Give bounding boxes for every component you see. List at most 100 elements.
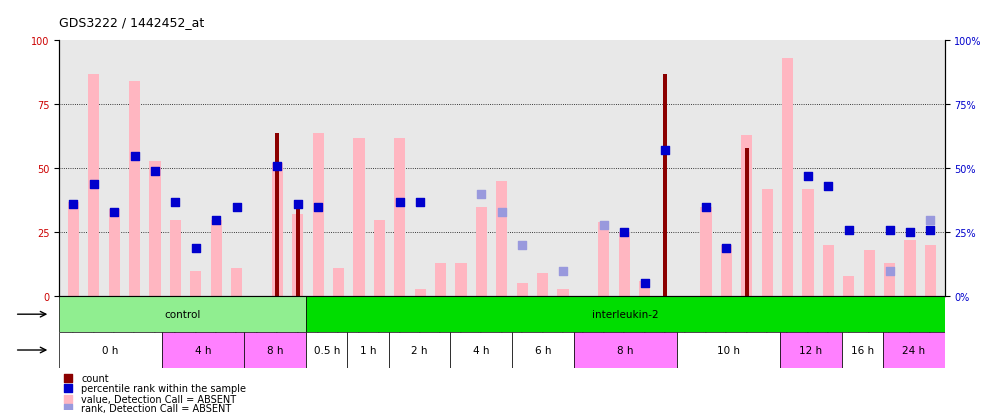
Bar: [414, 289, 426, 297]
Text: value, Detection Call = ABSENT: value, Detection Call = ABSENT: [82, 394, 236, 404]
Bar: [435, 263, 446, 297]
FancyBboxPatch shape: [883, 332, 945, 368]
Point: [86, 181, 101, 188]
Point: [494, 209, 510, 216]
Point: [188, 245, 204, 252]
Text: count: count: [82, 373, 109, 383]
Point: [270, 163, 285, 170]
Point: [290, 202, 306, 208]
Point: [412, 199, 428, 205]
Text: 16 h: 16 h: [851, 345, 874, 355]
Text: control: control: [164, 309, 201, 319]
Text: 8 h: 8 h: [617, 345, 634, 355]
Bar: [333, 268, 344, 297]
Point: [575, 378, 590, 385]
Text: 6 h: 6 h: [534, 345, 551, 355]
FancyBboxPatch shape: [306, 332, 347, 368]
Bar: [190, 271, 202, 297]
Point: [882, 268, 897, 274]
Point: [637, 280, 652, 287]
FancyBboxPatch shape: [677, 332, 780, 368]
Text: 4 h: 4 h: [195, 345, 212, 355]
Point: [167, 199, 183, 205]
Bar: [89, 74, 99, 297]
Text: 4 h: 4 h: [473, 345, 489, 355]
Bar: [395, 138, 405, 297]
Point: [841, 227, 857, 233]
Bar: [864, 251, 875, 297]
Bar: [925, 245, 936, 297]
Text: percentile rank within the sample: percentile rank within the sample: [82, 383, 246, 394]
FancyBboxPatch shape: [59, 332, 162, 368]
Point: [718, 245, 734, 252]
Point: [106, 209, 122, 216]
Text: 0 h: 0 h: [102, 345, 119, 355]
Bar: [720, 245, 732, 297]
Bar: [211, 220, 221, 297]
Bar: [169, 220, 181, 297]
Bar: [762, 189, 772, 297]
Text: interleukin-2: interleukin-2: [592, 309, 658, 319]
Point: [575, 292, 590, 299]
FancyBboxPatch shape: [347, 332, 389, 368]
Point: [66, 202, 82, 208]
Point: [657, 148, 673, 154]
Bar: [231, 268, 242, 297]
Point: [800, 173, 816, 180]
Point: [228, 204, 244, 211]
Point: [821, 183, 836, 190]
FancyBboxPatch shape: [512, 332, 574, 368]
FancyBboxPatch shape: [389, 332, 451, 368]
Bar: [374, 220, 385, 297]
Bar: [129, 82, 140, 297]
Point: [515, 242, 530, 249]
Text: 8 h: 8 h: [267, 345, 283, 355]
FancyBboxPatch shape: [451, 332, 512, 368]
Bar: [904, 240, 915, 297]
Text: GDS3222 / 1442452_at: GDS3222 / 1442452_at: [59, 16, 205, 29]
Bar: [537, 273, 548, 297]
Bar: [663, 74, 667, 297]
Point: [209, 217, 224, 223]
Bar: [782, 59, 793, 297]
Point: [922, 227, 938, 233]
FancyBboxPatch shape: [574, 332, 677, 368]
Bar: [272, 164, 283, 297]
Point: [127, 153, 143, 159]
Bar: [639, 281, 650, 297]
Text: 24 h: 24 h: [902, 345, 925, 355]
Text: 1 h: 1 h: [360, 345, 376, 355]
Bar: [745, 149, 749, 297]
Text: rank, Detection Call = ABSENT: rank, Detection Call = ABSENT: [82, 403, 231, 413]
Point: [902, 230, 918, 236]
Text: 12 h: 12 h: [799, 345, 823, 355]
Bar: [292, 215, 303, 297]
FancyBboxPatch shape: [162, 332, 244, 368]
FancyBboxPatch shape: [244, 332, 306, 368]
Bar: [823, 245, 834, 297]
Point: [473, 191, 489, 198]
Bar: [353, 138, 365, 297]
Bar: [558, 289, 569, 297]
Bar: [456, 263, 466, 297]
Point: [575, 107, 590, 113]
Bar: [68, 202, 79, 297]
Text: 10 h: 10 h: [717, 345, 740, 355]
Text: 2 h: 2 h: [411, 345, 428, 355]
Bar: [476, 207, 487, 297]
Point: [575, 199, 590, 206]
Bar: [884, 263, 895, 297]
Text: 0.5 h: 0.5 h: [314, 345, 339, 355]
Bar: [496, 182, 508, 297]
Point: [147, 168, 162, 175]
FancyBboxPatch shape: [59, 297, 306, 332]
Bar: [296, 207, 300, 297]
Bar: [150, 161, 160, 297]
Point: [310, 204, 326, 211]
Point: [698, 204, 713, 211]
Bar: [802, 189, 814, 297]
Bar: [108, 210, 120, 297]
Bar: [619, 233, 630, 297]
Point: [555, 268, 571, 274]
Bar: [843, 276, 854, 297]
